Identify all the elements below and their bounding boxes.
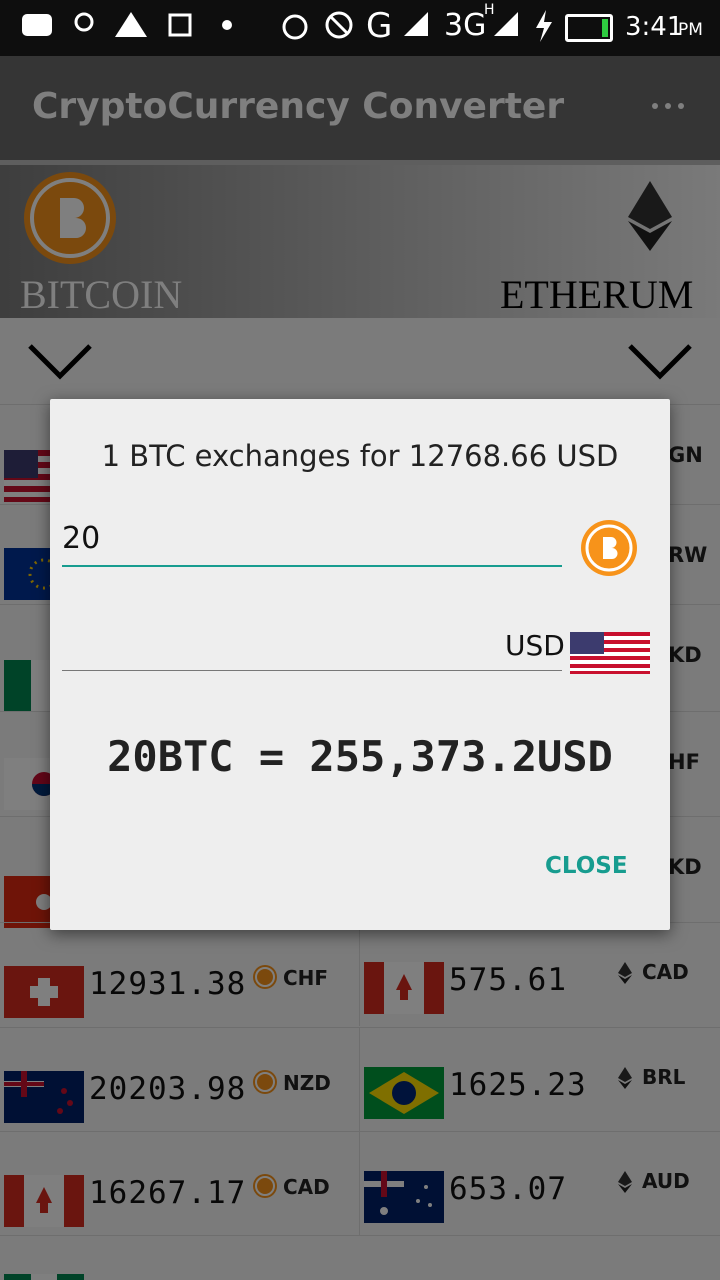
network-type: 3G bbox=[444, 8, 487, 43]
battery-level bbox=[602, 19, 608, 37]
battery bbox=[565, 14, 613, 42]
us-flag bbox=[570, 632, 650, 674]
clock: 3:41 bbox=[625, 12, 684, 42]
charging-icon bbox=[536, 10, 552, 42]
currency-underline bbox=[62, 670, 562, 671]
block-icon bbox=[325, 11, 353, 39]
signal-2 bbox=[494, 12, 518, 36]
warning-icon bbox=[115, 12, 147, 37]
broadcast-icon bbox=[222, 20, 232, 30]
coin-icon bbox=[581, 520, 637, 576]
network-badge: H bbox=[484, 2, 495, 18]
close-button[interactable]: CLOSE bbox=[545, 853, 628, 879]
signal-1 bbox=[404, 12, 428, 36]
hotspot-icon bbox=[282, 14, 308, 40]
network-type: G bbox=[366, 6, 393, 46]
amount-input[interactable]: 20 bbox=[62, 521, 101, 556]
conversion-result: 20BTC = 255,373.2USD bbox=[107, 732, 613, 781]
currency-select[interactable]: USD bbox=[505, 629, 565, 662]
amount-underline bbox=[62, 565, 562, 567]
dialog-title: 1 BTC exchanges for 12768.66 USD bbox=[101, 439, 619, 473]
bulb-icon bbox=[74, 12, 94, 32]
status-bar: G 3G H 3:41 PM bbox=[0, 0, 720, 56]
clock-period: PM bbox=[678, 20, 703, 40]
notification-icon bbox=[22, 14, 52, 36]
block-icon-slash bbox=[329, 15, 349, 35]
image-icon bbox=[168, 13, 192, 37]
status-icons bbox=[22, 10, 552, 42]
converter-dialog: 1 BTC exchanges for 12768.66 USD 20 USD … bbox=[50, 399, 670, 930]
